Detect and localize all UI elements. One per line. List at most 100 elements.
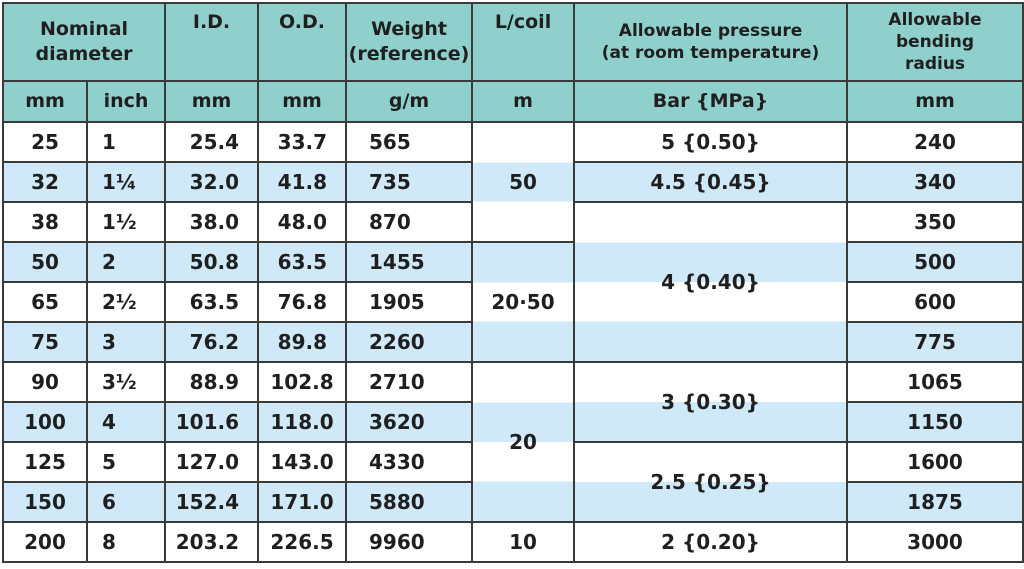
table-row: 200 8 203.2 226.5 9960 10 2 {0.20} 3000 (2, 521, 1024, 563)
cell-pressure: 4.5 {0.45} (573, 161, 849, 203)
cell-od: 171.0 (257, 481, 348, 523)
cell-id: 88.9 (164, 361, 260, 403)
cell-lcoil: 20 (471, 361, 576, 523)
cell-mm: 90 (2, 361, 88, 403)
cell-mm: 125 (2, 441, 88, 483)
cell-mm: 150 (2, 481, 88, 523)
cell-weight: 4330 (345, 441, 474, 483)
cell-inch: 6 (85, 481, 167, 523)
cell-pressure: 5 {0.50} (573, 121, 849, 163)
table-row: 65 2½ 63.5 76.8 1905 600 (2, 281, 1024, 323)
cell-inch: 8 (85, 521, 167, 563)
cell-mm: 100 (2, 401, 88, 443)
cell-inch: 1½ (85, 201, 167, 243)
unit-weight: g/m (345, 80, 474, 123)
cell-mm: 50 (2, 241, 88, 283)
table-row: 50 2 50.8 63.5 1455 20·50 500 (2, 241, 1024, 363)
cell-id: 38.0 (164, 201, 260, 243)
cell-od: 226.5 (257, 521, 348, 563)
cell-bending: 1150 (846, 401, 1024, 443)
cell-weight: 565 (345, 121, 474, 163)
cell-inch: 3 (85, 321, 167, 363)
unit-mm: mm (2, 80, 88, 123)
cell-lcoil: 10 (471, 521, 576, 563)
cell-weight: 2260 (345, 321, 474, 363)
cell-inch: 5 (85, 441, 167, 483)
cell-pressure: 2.5 {0.25} (573, 441, 849, 523)
cell-bending: 1065 (846, 361, 1024, 403)
header-id: I.D. (164, 2, 260, 82)
cell-id: 63.5 (164, 281, 260, 323)
cell-pressure: 3 {0.30} (573, 361, 849, 443)
unit-bending: mm (846, 80, 1024, 123)
cell-od: 48.0 (257, 201, 348, 243)
table-row: 25 1 25.4 33.7 565 50 5 {0.50} 240 (2, 121, 1024, 243)
cell-inch: 4 (85, 401, 167, 443)
cell-weight: 3620 (345, 401, 474, 443)
unit-id: mm (164, 80, 260, 123)
cell-bending: 1600 (846, 441, 1024, 483)
header-bending-radius: Allowable bending radius (846, 2, 1024, 82)
cell-weight: 2710 (345, 361, 474, 403)
unit-lcoil: m (471, 80, 576, 123)
cell-id: 76.2 (164, 321, 260, 363)
cell-id: 127.0 (164, 441, 260, 483)
cell-weight: 1905 (345, 281, 474, 323)
table-row: 32 1¼ 32.0 41.8 735 4.5 {0.45} 340 (2, 161, 1024, 203)
cell-inch: 1¼ (85, 161, 167, 203)
cell-mm: 65 (2, 281, 88, 323)
header-allowable-pressure: Allowable pressure (at room temperature) (573, 2, 849, 82)
cell-od: 89.8 (257, 321, 348, 363)
table-row: 150 6 152.4 171.0 5880 1875 (2, 481, 1024, 523)
cell-id: 152.4 (164, 481, 260, 523)
cell-id: 101.6 (164, 401, 260, 443)
unit-inch: inch (85, 80, 167, 123)
table-row: 38 1½ 38.0 48.0 870 4 {0.40} 350 (2, 201, 1024, 363)
cell-bending: 3000 (846, 521, 1024, 563)
cell-bending: 240 (846, 121, 1024, 163)
cell-bending: 775 (846, 321, 1024, 363)
header-weight: Weight (reference) (345, 2, 474, 82)
header-nominal-diameter: Nominal diameter (1, 2, 167, 82)
cell-weight: 1455 (345, 241, 474, 283)
cell-weight: 9960 (345, 521, 474, 563)
cell-inch: 1 (85, 121, 167, 163)
cell-bending: 600 (846, 281, 1024, 323)
cell-od: 41.8 (257, 161, 348, 203)
cell-od: 63.5 (257, 241, 348, 283)
cell-inch: 3½ (85, 361, 167, 403)
header-lcoil: L/coil (471, 2, 576, 82)
cell-bending: 350 (846, 201, 1024, 243)
cell-bending: 500 (846, 241, 1024, 283)
cell-od: 143.0 (257, 441, 348, 483)
unit-od: mm (257, 80, 348, 123)
cell-lcoil: 50 (471, 121, 576, 243)
cell-bending: 340 (846, 161, 1024, 203)
cell-bending: 1875 (846, 481, 1024, 523)
cell-pressure: 4 {0.40} (573, 201, 849, 363)
header-od: O.D. (257, 2, 348, 82)
cell-inch: 2½ (85, 281, 167, 323)
cell-od: 76.8 (257, 281, 348, 323)
cell-mm: 75 (2, 321, 88, 363)
cell-id: 50.8 (164, 241, 260, 283)
cell-mm: 38 (2, 201, 88, 243)
cell-mm: 200 (2, 521, 88, 563)
table-row: 125 5 127.0 143.0 4330 2.5 {0.25} 1600 (2, 441, 1024, 523)
cell-mm: 32 (2, 161, 88, 203)
cell-od: 33.7 (257, 121, 348, 163)
cell-weight: 5880 (345, 481, 474, 523)
table-row: 75 3 76.2 89.8 2260 775 (2, 321, 1024, 363)
unit-pressure: Bar {MPa} (573, 80, 849, 123)
cell-weight: 870 (345, 201, 474, 243)
cell-od: 118.0 (257, 401, 348, 443)
cell-pressure: 2 {0.20} (573, 521, 849, 563)
cell-weight: 735 (345, 161, 474, 203)
cell-od: 102.8 (257, 361, 348, 403)
cell-id: 25.4 (164, 121, 260, 163)
cell-id: 203.2 (164, 521, 260, 563)
cell-lcoil: 20·50 (471, 241, 576, 363)
cell-inch: 2 (85, 241, 167, 283)
table-row: 100 4 101.6 118.0 3620 1150 (2, 401, 1024, 443)
